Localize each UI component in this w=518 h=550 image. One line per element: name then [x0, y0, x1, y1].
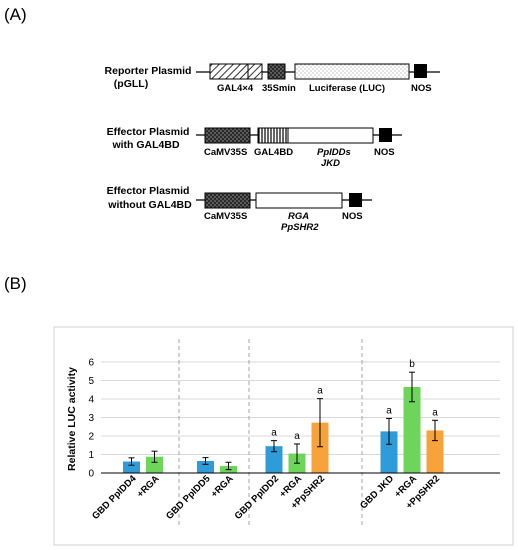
group-dividers	[178, 339, 363, 525]
luc-label: Luciferase (LUC)	[309, 83, 385, 94]
camv35s-segment	[204, 192, 251, 209]
effector-no-gal4bd-name-line2: without GAL4BD	[107, 199, 192, 211]
significance-letter: a	[386, 405, 392, 416]
significance-letter: b	[409, 359, 415, 370]
panel-b-label: (B)	[4, 274, 27, 293]
effector-gal4bd-name-line2: with GAL4BD	[111, 139, 179, 151]
bar	[197, 460, 214, 473]
significance-labels: a a a a b a	[271, 359, 438, 442]
gene-label-line2: PpSHR2	[281, 222, 319, 233]
35smin-label: 35Smin	[262, 83, 296, 94]
y-axis-label: Relative LUC activity	[66, 367, 78, 471]
y-tick-label: 3	[88, 413, 94, 424]
nos-terminator-segment	[379, 128, 392, 142]
bar	[380, 431, 398, 473]
bar	[403, 386, 421, 473]
effector-no-gal4bd-name-line1: Effector Plasmid	[107, 185, 190, 197]
camv35s-label: CaMV35S	[204, 147, 247, 158]
gene-label-line1: RGA	[288, 211, 309, 222]
gal4-repeat-segment	[247, 63, 263, 80]
gal4bd-segment	[257, 127, 289, 144]
camv35s-segment	[204, 127, 251, 144]
gal4-label: GAL4×4	[217, 83, 254, 94]
camv35s-label: CaMV35S	[204, 211, 247, 222]
gene-insert-segment	[287, 127, 374, 144]
error-bars	[128, 371, 438, 471]
significance-letter: a	[271, 428, 277, 439]
nos-label: NOS	[374, 147, 395, 158]
bar	[311, 422, 329, 473]
nos-label: NOS	[342, 211, 363, 222]
bar	[123, 461, 140, 473]
y-tick-label: 4	[88, 395, 94, 406]
35smin-promoter-segment	[267, 63, 286, 80]
gene-insert-segment	[255, 192, 343, 209]
y-tick-label: 6	[88, 358, 94, 369]
effector-gal4bd-name-line1: Effector Plasmid	[107, 126, 190, 138]
bar	[146, 456, 163, 473]
y-tick-label: 5	[88, 376, 94, 387]
luciferase-segment	[294, 63, 410, 80]
bar	[265, 446, 283, 473]
reporter-name-line1: Reporter Plasmid	[105, 65, 192, 77]
y-axis-ticks: 0 1 2 3 4 5 6	[88, 358, 94, 480]
significance-letter: a	[294, 431, 300, 442]
gene-label-line1: PpIDDs	[317, 147, 351, 158]
reporter-plasmid: Reporter Plasmid (pGLL) GAL4×4 35Smin Lu…	[105, 63, 440, 94]
gene-label-line2: JKD	[321, 158, 340, 169]
gal4bd-label: GAL4BD	[254, 147, 293, 158]
bars	[123, 386, 444, 473]
nos-terminator-segment	[349, 193, 362, 207]
gal4-repeat-segment	[209, 63, 249, 80]
nos-label: NOS	[411, 83, 432, 94]
bar	[426, 430, 444, 473]
significance-letter: a	[432, 407, 438, 418]
y-tick-label: 1	[88, 450, 94, 461]
y-tick-label: 0	[88, 469, 94, 480]
reporter-name-line2: (pGLL)	[114, 78, 148, 90]
significance-letter: a	[317, 386, 323, 397]
effector-with-gal4bd-plasmid: Effector Plasmid with GAL4BD CaMV35S GAL…	[107, 126, 402, 169]
nos-terminator-segment	[414, 64, 427, 78]
panel-a-label: (A)	[4, 5, 27, 24]
y-tick-label: 2	[88, 432, 94, 443]
effector-without-gal4bd-plasmid: Effector Plasmid without GAL4BD CaMV35S …	[107, 185, 372, 233]
